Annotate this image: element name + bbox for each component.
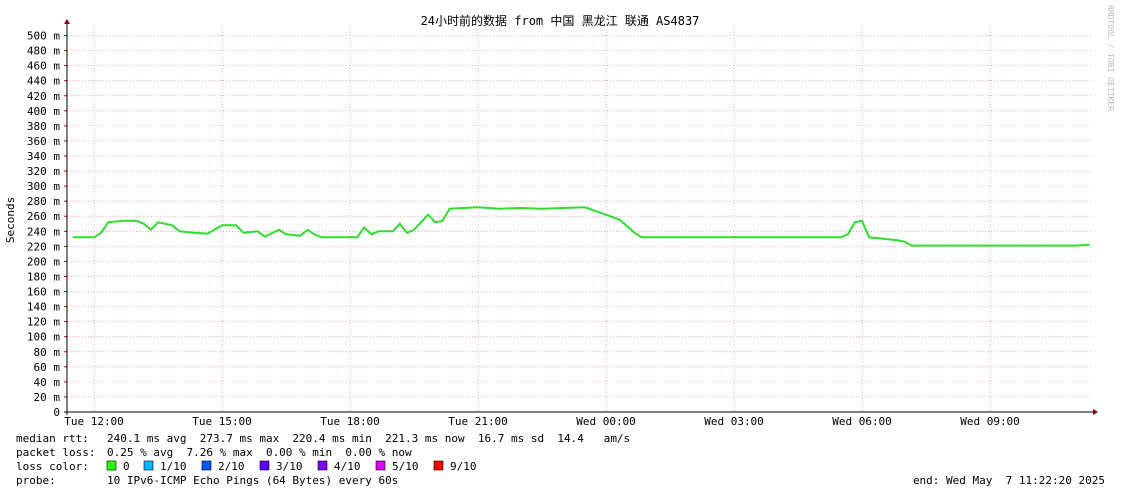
y-tick-label: 340 m <box>27 150 60 163</box>
stat-label: packet loss: <box>16 446 95 459</box>
y-tick-label: 220 m <box>27 240 60 253</box>
x-tick-label: Wed 00:00 <box>576 415 636 428</box>
legend-label: 2/10 <box>218 460 245 473</box>
stat-label: probe: <box>16 474 56 487</box>
legend-swatch <box>106 460 117 471</box>
y-tick-label: 320 m <box>27 165 60 178</box>
y-tick-label: 200 m <box>27 255 60 268</box>
end-time: end: Wed May 7 11:22:20 2025 <box>913 474 1105 487</box>
y-tick-label: 140 m <box>27 301 60 314</box>
median-line <box>72 206 1090 247</box>
y-tick-label: 120 m <box>27 316 60 329</box>
stat-text: 10 IPv6-ICMP Echo Pings (64 Bytes) every… <box>107 474 398 487</box>
y-tick-label: 480 m <box>27 45 60 58</box>
axis-arrow <box>64 19 70 24</box>
stat-text: 0.25 % avg 7.26 % max 0.00 % min 0.00 % … <box>107 446 412 459</box>
legend-swatch <box>433 460 444 471</box>
watermark: RRDTOOL / TOBI OETIKER <box>1106 5 1115 111</box>
y-axis-label: Seconds <box>4 197 17 243</box>
legend-label: 1/10 <box>160 460 187 473</box>
y-tick-label: 260 m <box>27 210 60 223</box>
legend-swatch <box>317 460 328 471</box>
legend-label: 5/10 <box>392 460 419 473</box>
x-tick-label: Tue 15:00 <box>192 415 252 428</box>
x-tick-label: Wed 06:00 <box>832 415 892 428</box>
legend-label: 0 <box>123 460 130 473</box>
y-tick-label: 460 m <box>27 60 60 73</box>
y-tick-label: 80 m <box>34 346 61 359</box>
chart-title: 24小时前的数据 from 中国 黑龙江 联通 AS4837 <box>421 13 700 28</box>
y-tick-label: 440 m <box>27 75 60 88</box>
y-tick-label: 300 m <box>27 180 60 193</box>
y-tick-label: 180 m <box>27 270 60 283</box>
legend-swatch <box>259 460 270 471</box>
x-tick-label: Wed 09:00 <box>960 415 1020 428</box>
stat-text: 240.1 ms avg 273.7 ms max 220.4 ms min 2… <box>107 432 630 445</box>
y-tick-label: 500 m <box>27 30 60 43</box>
y-tick-label: 240 m <box>27 225 60 238</box>
y-tick-label: 400 m <box>27 105 60 118</box>
y-tick-label: 160 m <box>27 286 60 299</box>
y-tick-label: 280 m <box>27 195 60 208</box>
y-tick-label: 380 m <box>27 120 60 133</box>
y-tick-label: 60 m <box>34 361 61 374</box>
axis-arrow <box>1093 409 1098 415</box>
y-tick-label: 100 m <box>27 331 60 344</box>
y-tick-label: 40 m <box>34 376 61 389</box>
x-tick-label: Tue 21:00 <box>448 415 508 428</box>
x-tick-label: Tue 12:00 <box>64 415 124 428</box>
legend-label: 3/10 <box>276 460 303 473</box>
legend-label: 4/10 <box>334 460 361 473</box>
legend-swatch <box>143 460 154 471</box>
x-tick-label: Tue 18:00 <box>320 415 380 428</box>
y-tick-label: 0 <box>53 406 60 419</box>
y-tick-label: 420 m <box>27 90 60 103</box>
y-tick-label: 360 m <box>27 135 60 148</box>
x-tick-label: Wed 03:00 <box>704 415 764 428</box>
stat-label: loss color: <box>16 460 89 473</box>
legend-swatch <box>201 460 212 471</box>
stat-label: median rtt: <box>16 432 89 445</box>
y-tick-label: 20 m <box>34 391 61 404</box>
legend-swatch <box>375 460 386 471</box>
legend-label: 9/10 <box>450 460 477 473</box>
